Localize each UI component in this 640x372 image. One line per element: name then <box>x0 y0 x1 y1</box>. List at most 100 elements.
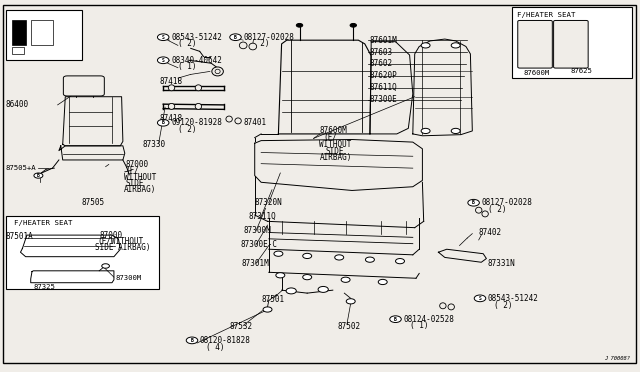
Text: 86400: 86400 <box>5 100 28 109</box>
Text: SIDE: SIDE <box>325 147 344 155</box>
Ellipse shape <box>212 67 223 76</box>
Bar <box>12 47 24 54</box>
Circle shape <box>34 173 43 178</box>
Text: 87401: 87401 <box>243 118 266 126</box>
Text: 87600M: 87600M <box>524 70 550 76</box>
Text: 87300E: 87300E <box>370 95 397 104</box>
Circle shape <box>157 119 169 126</box>
Text: 87300M: 87300M <box>115 275 141 281</box>
Text: B: B <box>162 120 164 125</box>
Text: AIRBAG): AIRBAG) <box>320 153 353 162</box>
Text: 87300E-C: 87300E-C <box>241 240 278 249</box>
Text: 87502: 87502 <box>338 322 361 331</box>
Ellipse shape <box>168 85 175 91</box>
Text: 87331N: 87331N <box>488 259 515 268</box>
Ellipse shape <box>195 103 202 109</box>
Text: SIDE AIRBAG): SIDE AIRBAG) <box>95 243 150 251</box>
Text: B: B <box>37 173 40 178</box>
Circle shape <box>274 251 283 256</box>
Bar <box>6 10 82 60</box>
Circle shape <box>378 279 387 285</box>
Ellipse shape <box>235 118 241 124</box>
Circle shape <box>230 34 241 41</box>
Text: 87501: 87501 <box>261 295 284 304</box>
Text: 87325: 87325 <box>33 284 55 290</box>
Circle shape <box>365 257 374 262</box>
Text: 87402: 87402 <box>479 228 502 237</box>
Text: 08127-02028: 08127-02028 <box>243 33 294 42</box>
Text: F/HEATER SEAT: F/HEATER SEAT <box>14 220 72 226</box>
Text: 09120-81928: 09120-81928 <box>172 118 222 127</box>
Text: F/HEATER SEAT: F/HEATER SEAT <box>517 12 575 18</box>
Text: 87320N: 87320N <box>255 198 282 207</box>
Text: 87000: 87000 <box>125 160 148 169</box>
Circle shape <box>303 253 312 259</box>
Circle shape <box>102 264 109 268</box>
Circle shape <box>474 295 486 302</box>
Text: ( 2): ( 2) <box>178 39 196 48</box>
FancyBboxPatch shape <box>518 20 552 68</box>
Ellipse shape <box>226 116 232 122</box>
Text: (F/: (F/ <box>125 166 140 175</box>
Text: ( 2): ( 2) <box>178 125 196 134</box>
Text: WITHOUT: WITHOUT <box>319 140 351 149</box>
Text: 87532: 87532 <box>229 322 252 331</box>
Circle shape <box>157 34 169 41</box>
Bar <box>31 20 53 45</box>
Text: 08124-02528: 08124-02528 <box>403 315 454 324</box>
Text: 87625: 87625 <box>571 68 593 74</box>
Ellipse shape <box>239 42 247 49</box>
Text: B: B <box>472 200 475 205</box>
Circle shape <box>451 43 460 48</box>
Circle shape <box>276 273 285 278</box>
Circle shape <box>341 277 350 282</box>
Text: 87418: 87418 <box>160 114 183 123</box>
Text: 08340-40642: 08340-40642 <box>172 56 222 65</box>
Circle shape <box>286 288 296 294</box>
Text: B: B <box>234 35 237 40</box>
Ellipse shape <box>296 23 303 27</box>
Ellipse shape <box>350 23 356 27</box>
Circle shape <box>451 128 460 134</box>
Text: (F/WITHOUT: (F/WITHOUT <box>97 237 143 246</box>
FancyBboxPatch shape <box>63 76 104 96</box>
Ellipse shape <box>476 207 482 213</box>
Text: ( 4): ( 4) <box>206 343 225 352</box>
Text: 87505+A: 87505+A <box>5 165 36 171</box>
Text: S: S <box>162 35 164 40</box>
Text: 87601M: 87601M <box>370 36 397 45</box>
Ellipse shape <box>440 303 446 309</box>
Text: J 70008?: J 70008? <box>604 356 630 361</box>
Bar <box>6 216 159 289</box>
Ellipse shape <box>448 304 454 310</box>
Text: 08543-51242: 08543-51242 <box>488 294 538 303</box>
Text: 87501A: 87501A <box>5 232 33 241</box>
Circle shape <box>157 57 169 64</box>
Text: 87418: 87418 <box>160 77 183 86</box>
Text: 87620P: 87620P <box>370 71 397 80</box>
Circle shape <box>346 299 355 304</box>
Circle shape <box>421 43 430 48</box>
Text: 87602: 87602 <box>370 60 393 68</box>
Text: WITHOUT: WITHOUT <box>124 173 156 182</box>
Circle shape <box>396 259 404 264</box>
Text: S: S <box>162 58 164 63</box>
Ellipse shape <box>168 103 175 109</box>
Text: ( 2): ( 2) <box>488 205 506 214</box>
Text: 87600M: 87600M <box>320 126 348 135</box>
Text: ( 2): ( 2) <box>251 39 269 48</box>
Ellipse shape <box>195 85 202 91</box>
Ellipse shape <box>215 69 220 74</box>
Text: 87301M: 87301M <box>242 259 269 268</box>
Circle shape <box>303 275 312 280</box>
Text: (F/: (F/ <box>323 133 337 142</box>
Circle shape <box>335 255 344 260</box>
Bar <box>12 20 26 45</box>
Circle shape <box>390 316 401 323</box>
Text: 87603: 87603 <box>370 48 393 57</box>
Ellipse shape <box>482 211 488 217</box>
Circle shape <box>318 286 328 292</box>
Circle shape <box>468 199 479 206</box>
Text: AIRBAG): AIRBAG) <box>124 185 156 194</box>
Text: 87330: 87330 <box>142 140 165 149</box>
